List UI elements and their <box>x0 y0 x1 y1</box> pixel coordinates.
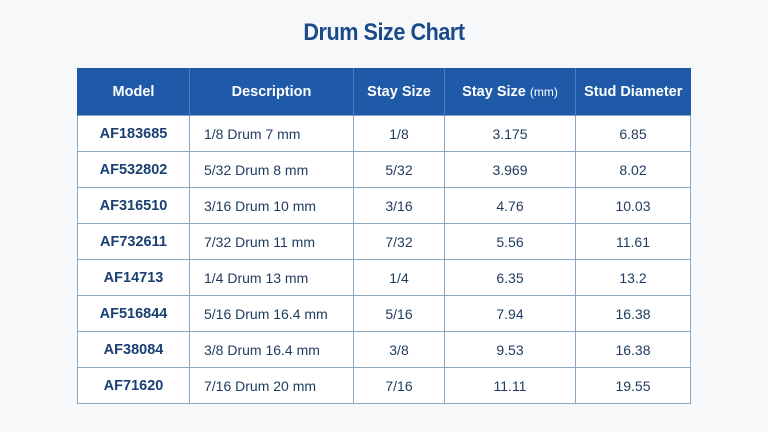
stud-diameter-cell: 11.61 <box>575 223 691 260</box>
header-label: Stay Size <box>462 83 530 100</box>
header-label: Stud Diameter <box>584 83 683 100</box>
stay-size-cell: 3/16 <box>353 187 445 224</box>
table-row: AF71620 7/16 Drum 20 mm 7/16 11.11 19.55 <box>77 367 691 404</box>
table-row: AF732611 7/32 Drum 11 mm 7/32 5.56 11.61 <box>77 223 691 260</box>
model-cell: AF516844 <box>77 295 190 332</box>
header-label: Description <box>231 83 312 100</box>
stud-diameter-cell: 16.38 <box>575 295 691 332</box>
table-row: AF516844 5/16 Drum 16.4 mm 5/16 7.94 16.38 <box>77 295 691 332</box>
stay-size-mm-cell: 7.94 <box>444 295 576 332</box>
stay-size-cell: 7/16 <box>353 367 445 404</box>
stud-diameter-cell: 10.03 <box>575 187 691 224</box>
description-cell: 3/8 Drum 16.4 mm <box>189 331 354 368</box>
stay-size-cell: 5/16 <box>353 295 445 332</box>
header-stay-size-mm: Stay Size (mm) <box>444 68 576 116</box>
stay-size-mm-cell: 3.969 <box>444 151 576 188</box>
drum-size-table: Model Description Stay Size Stay Size (m… <box>77 68 691 404</box>
stay-size-mm-cell: 9.53 <box>444 331 576 368</box>
stay-size-cell: 1/8 <box>353 115 445 152</box>
page-title: Drum Size Chart <box>303 19 465 46</box>
table-header-row: Model Description Stay Size Stay Size (m… <box>77 68 691 116</box>
description-cell: 5/16 Drum 16.4 mm <box>189 295 354 332</box>
table-row: AF183685 1/8 Drum 7 mm 1/8 3.175 6.85 <box>77 115 691 152</box>
model-cell: AF316510 <box>77 187 190 224</box>
header-model: Model <box>77 68 190 116</box>
stay-size-mm-cell: 3.175 <box>444 115 576 152</box>
stud-diameter-cell: 6.85 <box>575 115 691 152</box>
description-cell: 7/16 Drum 20 mm <box>189 367 354 404</box>
description-cell: 1/8 Drum 7 mm <box>189 115 354 152</box>
header-description: Description <box>189 68 354 116</box>
stay-size-mm-cell: 4.76 <box>444 187 576 224</box>
stay-size-cell: 5/32 <box>353 151 445 188</box>
description-cell: 3/16 Drum 10 mm <box>189 187 354 224</box>
stud-diameter-cell: 8.02 <box>575 151 691 188</box>
model-cell: AF532802 <box>77 151 190 188</box>
model-cell: AF732611 <box>77 223 190 260</box>
stay-size-mm-cell: 6.35 <box>444 259 576 296</box>
model-cell: AF38084 <box>77 331 190 368</box>
description-cell: 5/32 Drum 8 mm <box>189 151 354 188</box>
header-label: Stay Size <box>367 83 431 100</box>
stud-diameter-cell: 19.55 <box>575 367 691 404</box>
header-stay-size: Stay Size <box>353 68 445 116</box>
stay-size-cell: 3/8 <box>353 331 445 368</box>
table-row: AF532802 5/32 Drum 8 mm 5/32 3.969 8.02 <box>77 151 691 188</box>
model-cell: AF14713 <box>77 259 190 296</box>
stay-size-mm-cell: 11.11 <box>444 367 576 404</box>
stay-size-cell: 1/4 <box>353 259 445 296</box>
stud-diameter-cell: 13.2 <box>575 259 691 296</box>
description-cell: 7/32 Drum 11 mm <box>189 223 354 260</box>
header-unit: (mm) <box>529 84 558 99</box>
table-row: AF316510 3/16 Drum 10 mm 3/16 4.76 10.03 <box>77 187 691 224</box>
table-row: AF14713 1/4 Drum 13 mm 1/4 6.35 13.2 <box>77 259 691 296</box>
stay-size-cell: 7/32 <box>353 223 445 260</box>
table-row: AF38084 3/8 Drum 16.4 mm 3/8 9.53 16.38 <box>77 331 691 368</box>
header-stud-diameter: Stud Diameter <box>575 68 691 116</box>
model-cell: AF183685 <box>77 115 190 152</box>
stud-diameter-cell: 16.38 <box>575 331 691 368</box>
stay-size-mm-cell: 5.56 <box>444 223 576 260</box>
header-label: Model <box>112 83 155 100</box>
description-cell: 1/4 Drum 13 mm <box>189 259 354 296</box>
model-cell: AF71620 <box>77 367 190 404</box>
